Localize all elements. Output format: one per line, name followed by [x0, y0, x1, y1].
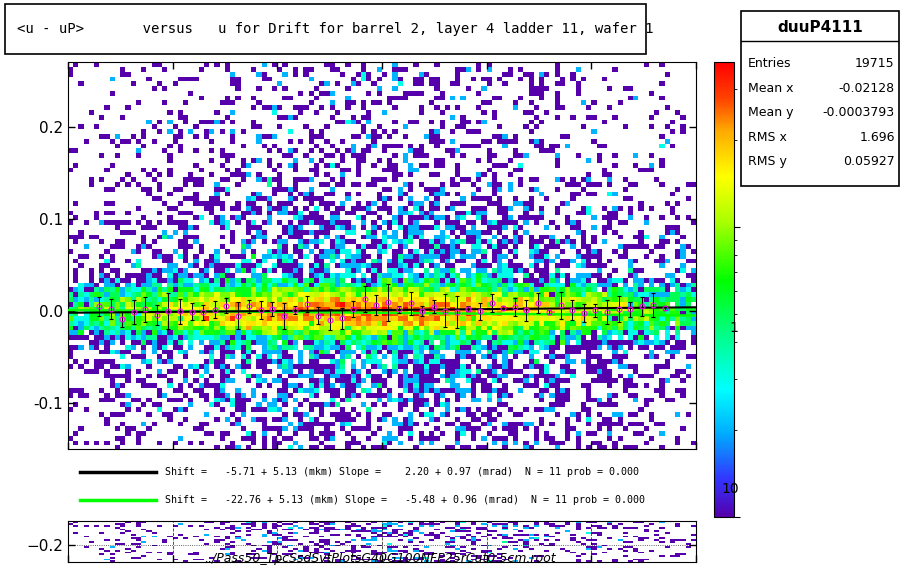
Text: 0.05927: 0.05927: [842, 155, 894, 168]
Text: Shift =   -22.76 + 5.13 (mkm) Slope =   -5.48 + 0.96 (mrad)  N = 11 prob = 0.000: Shift = -22.76 + 5.13 (mkm) Slope = -5.4…: [165, 495, 645, 505]
Text: Mean x: Mean x: [747, 82, 792, 95]
Text: <u - uP>       versus   u for Drift for barrel 2, layer 4 ladder 11, wafer 1: <u - uP> versus u for Drift for barrel 2…: [17, 22, 653, 36]
Text: 1: 1: [729, 321, 738, 334]
Text: duuP4111: duuP4111: [777, 20, 862, 34]
Text: 10: 10: [721, 482, 738, 496]
Text: RMS x: RMS x: [747, 131, 786, 144]
Text: -0.0003793: -0.0003793: [822, 106, 894, 119]
Text: ../Pass50_TpcSsdSvtPlotsG40G100NFP25rCut0.5cm.root: ../Pass50_TpcSsdSvtPlotsG40G100NFP25rCut…: [204, 552, 554, 565]
Text: 1.696: 1.696: [858, 131, 894, 144]
Text: Entries: Entries: [747, 57, 790, 71]
Text: Mean y: Mean y: [747, 106, 792, 119]
Text: RMS y: RMS y: [747, 155, 786, 168]
Text: Shift =   -5.71 + 5.13 (mkm) Slope =    2.20 + 0.97 (mrad)  N = 11 prob = 0.000: Shift = -5.71 + 5.13 (mkm) Slope = 2.20 …: [165, 467, 638, 477]
Text: 19715: 19715: [854, 57, 894, 71]
Text: -0.02128: -0.02128: [838, 82, 894, 95]
